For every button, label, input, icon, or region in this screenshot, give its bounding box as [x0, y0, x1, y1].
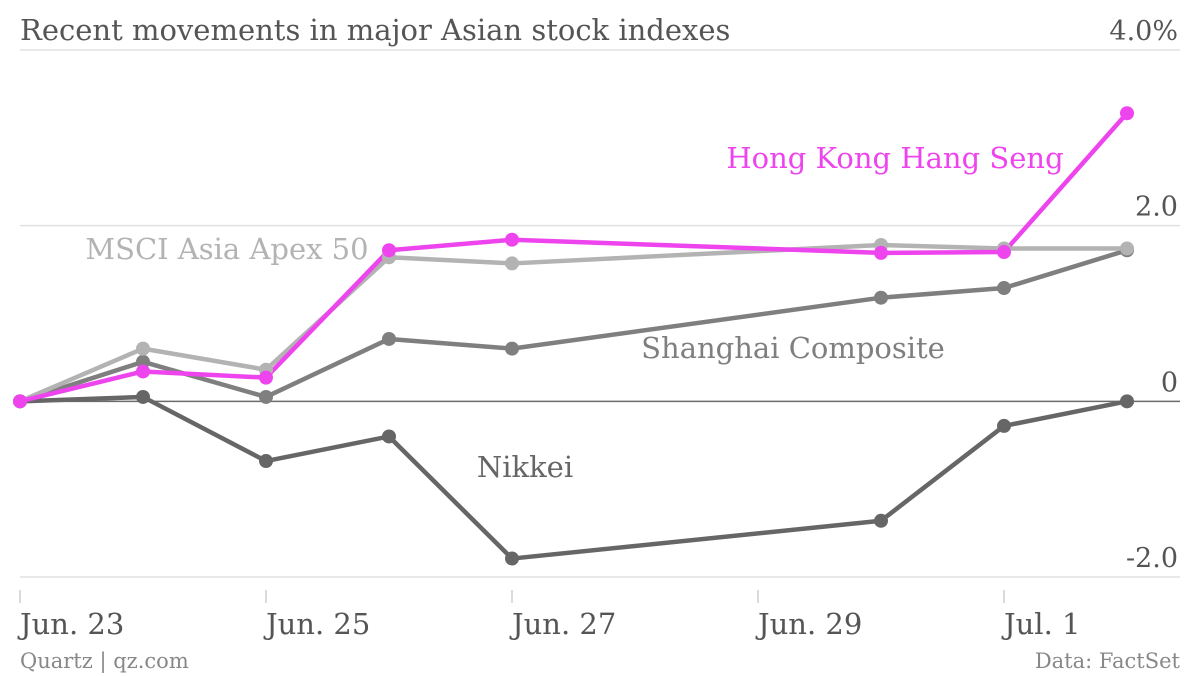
- y-tick-label: 0: [1161, 367, 1178, 398]
- x-tick-label: Jun. 29: [755, 607, 862, 641]
- hong-kong-hang-seng-point: [136, 364, 150, 379]
- shanghai-composite-point: [997, 281, 1011, 296]
- grid: [20, 49, 1180, 578]
- nikkei-line: [17, 394, 1130, 561]
- y-tick-label: -2.0: [1126, 543, 1178, 574]
- hong-kong-hang-seng-point: [505, 232, 519, 247]
- nikkei-point: [997, 418, 1011, 433]
- hong-kong-hang-seng-point: [13, 394, 27, 409]
- x-axis: Jun. 23 Jun. 25 Jun. 27 Jun. 29 Jul. 1: [17, 590, 1080, 641]
- shanghai-composite-point: [874, 290, 888, 305]
- series-labels: Nikkei Shanghai Composite MSCI Asia Apex 5…: [85, 141, 1063, 484]
- y-axis-labels: 4.0% 2.0 0 -2.0: [1109, 16, 1178, 574]
- data-source: Data: FactSet: [1035, 649, 1181, 673]
- hong-kong-hang-seng-label: Hong Kong Hang Seng: [726, 141, 1063, 175]
- nikkei-point: [136, 389, 150, 404]
- shanghai-composite-point: [505, 341, 519, 356]
- nikkei-point: [382, 429, 396, 444]
- shanghai-composite-point: [259, 389, 273, 404]
- msci-asia-apex-50-point: [136, 341, 150, 356]
- nikkei-point: [874, 513, 888, 528]
- series-points: [13, 106, 1134, 566]
- nikkei-point: [1120, 394, 1134, 409]
- shanghai-composite-label: Shanghai Composite: [641, 331, 945, 365]
- y-tick-label: 4.0%: [1109, 16, 1178, 47]
- nikkei-point: [259, 454, 273, 469]
- msci-asia-apex-50-point: [1120, 241, 1134, 256]
- x-tick-label: Jun. 27: [509, 607, 616, 641]
- x-tick-label: Jul. 1: [1001, 607, 1080, 641]
- shanghai-composite-point: [382, 331, 396, 346]
- source-credit: Quartz | qz.com: [20, 649, 189, 674]
- msci-asia-apex-50-line: [17, 242, 1130, 404]
- msci-asia-apex-50-label: MSCI Asia Apex 50: [85, 232, 368, 266]
- y-tick-label: 2.0: [1135, 192, 1178, 223]
- hong-kong-hang-seng-point: [259, 370, 273, 385]
- hong-kong-hang-seng-point: [997, 245, 1011, 260]
- shanghai-composite-line: [17, 248, 1130, 404]
- chart-title: Recent movements in major Asian stock in…: [20, 13, 730, 47]
- series-lines: [17, 110, 1130, 561]
- hong-kong-hang-seng-point: [874, 245, 888, 260]
- hong-kong-hang-seng-point: [1120, 106, 1134, 121]
- hong-kong-hang-seng-point: [382, 243, 396, 258]
- nikkei-point: [505, 551, 519, 566]
- hong-kong-hang-seng-line: [17, 110, 1130, 404]
- x-tick-label: Jun. 23: [17, 607, 124, 641]
- msci-asia-apex-50-point: [505, 256, 519, 271]
- shanghai-composite-point: [136, 354, 150, 369]
- x-tick-label: Jun. 25: [263, 607, 370, 641]
- nikkei-label: Nikkei: [477, 450, 573, 484]
